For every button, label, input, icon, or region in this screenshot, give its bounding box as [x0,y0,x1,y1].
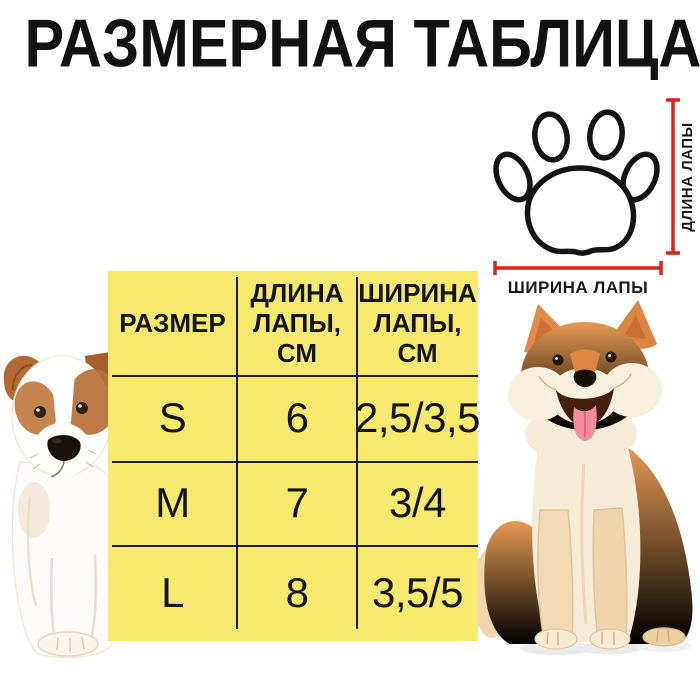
width-cell: 3/4 [389,479,446,526]
jack-russell-dog-image [3,352,112,658]
length-dimension-label: ДЛИНА ЛАПЫ [679,122,696,231]
width-cell: 2,5/3,5 [355,394,480,441]
column-header-paw-length: ДЛИНА ЛАПЫ, СМ [250,277,344,369]
length-cell: 6 [285,394,309,441]
length-dimension-line [666,98,680,255]
length-cell: 7 [285,479,309,526]
paw-print-icon [493,109,660,256]
page-title: РАЗМЕРНАЯ ТАБЛИЦА [24,5,700,82]
size-cell: M [155,479,190,526]
size-cell: L [161,569,184,616]
right-eye [76,402,88,414]
nose [573,369,597,387]
row-divider [112,545,478,547]
size-cell: S [158,394,187,441]
width-dimension-label: ШИРИНА ЛАПЫ [508,278,648,297]
row-divider [112,461,478,463]
table-row-m: M 7 3/4 [108,461,478,545]
left-eye [552,354,564,366]
column-divider [356,277,358,629]
column-divider [236,277,238,629]
column-header-paw-width: ШИРИНА ЛАПЫ, СМ [358,277,477,369]
column-header-size: РАЗМЕР [119,307,226,338]
right-eye [605,351,617,363]
row-divider [112,375,478,377]
width-dimension-line [493,261,663,275]
length-cell: 8 [285,569,309,616]
table-header-row: РАЗМЕР ДЛИНА ЛАПЫ, СМ ШИРИНА ЛАПЫ, СМ [108,271,478,375]
table-row-s: S 6 2,5/3,5 [108,375,481,461]
width-cell: 3,5/5 [372,569,463,616]
left-eye [34,406,46,418]
paw-measurement-diagram: ДЛИНА ЛАПЫ ШИРИНА ЛАПЫ [493,98,696,297]
shiba-inu-dog-image [478,300,693,655]
size-table: РАЗМЕР ДЛИНА ЛАПЫ, СМ ШИРИНА ЛАПЫ, СМ S … [108,271,481,641]
table-row-l: L 8 3,5/5 [108,545,478,641]
